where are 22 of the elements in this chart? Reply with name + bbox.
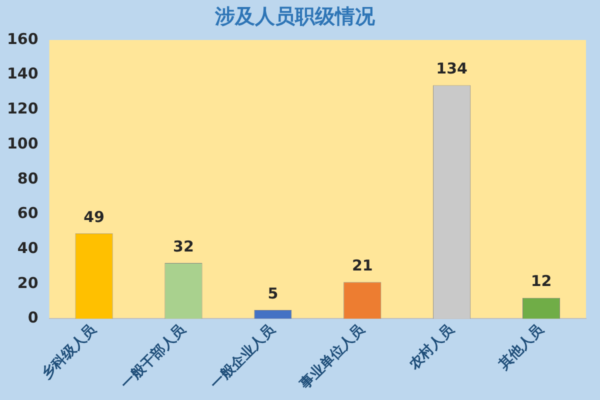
data-label: 134 (436, 60, 468, 78)
data-label: 21 (352, 256, 373, 275)
x-tick-label: 一般企业人员 (208, 321, 280, 392)
y-tick-label: 140 (7, 64, 38, 83)
x-tick-label: 乡科级人员 (38, 320, 100, 383)
data-label: 49 (84, 208, 104, 226)
y-tick-label: 20 (17, 274, 38, 292)
y-tick-label: 80 (17, 169, 38, 188)
y-tick-label: 60 (17, 204, 38, 222)
data-label: 12 (530, 272, 552, 290)
x-tick-label: 其他人员 (495, 321, 548, 374)
data-label: 32 (173, 237, 194, 256)
y-tick-label: 0 (28, 308, 38, 327)
data-label: 5 (268, 284, 278, 302)
y-tick-label: 100 (7, 134, 38, 152)
x-tick-label: 事业单位人员 (296, 321, 368, 394)
y-tick-label: 40 (17, 238, 38, 257)
x-tick-label: 农村人员 (406, 321, 458, 374)
y-tick-label: 120 (7, 100, 38, 118)
y-tick-label: 160 (7, 30, 38, 48)
x-tick-label: 一般干部人员 (117, 320, 190, 392)
chart-title: 涉及人员职级情况 (214, 4, 376, 28)
